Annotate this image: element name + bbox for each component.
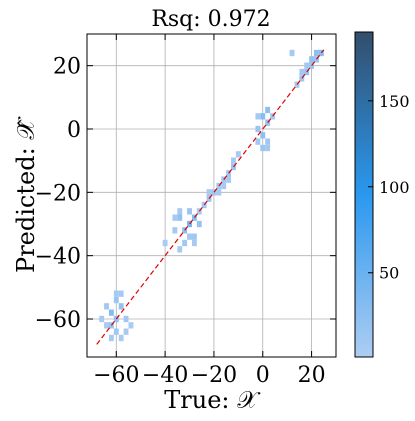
- heatmap-bin: [294, 81, 300, 88]
- x-tick-label: −40: [142, 363, 188, 388]
- heatmap-bin: [113, 315, 119, 323]
- heatmap-bin: [118, 290, 124, 297]
- y-axis-label: Predicted: 𝒳̂: [12, 116, 40, 273]
- heatmap-bin: [196, 220, 202, 228]
- heatmap-bin: [108, 309, 114, 316]
- heatmap-bin: [191, 233, 197, 240]
- heatmap-bin: [265, 106, 271, 114]
- heatmap-bin: [260, 113, 266, 120]
- heatmap-bin: [187, 233, 192, 240]
- heatmap-bin: [299, 75, 305, 82]
- heatmap-bin: [221, 182, 227, 190]
- heatmap-bins: [99, 49, 324, 342]
- heatmap-bin: [177, 214, 183, 221]
- heatmap-bin: [108, 334, 114, 342]
- heatmap-bin: [260, 132, 266, 139]
- heatmap-bin: [309, 62, 315, 69]
- heatmap-bin: [191, 239, 197, 247]
- heatmap-bin: [104, 303, 109, 310]
- reference-line: [96, 49, 325, 345]
- heatmap-bin: [113, 328, 119, 335]
- heatmap-bin: [260, 144, 266, 152]
- heatmap-bin: [182, 227, 188, 234]
- heatmap-bin: [255, 113, 261, 120]
- heatmap-bin: [265, 144, 271, 152]
- heatmap-bin: [304, 62, 310, 69]
- plot-frame: [86, 33, 337, 358]
- colorbar-ticks: 50 100 150: [368, 92, 410, 283]
- heatmap-bin: [172, 214, 178, 221]
- heatmap-bin: [216, 189, 222, 196]
- colorbar-tick-label: 100: [379, 178, 410, 197]
- heatmap-bin: [187, 208, 192, 215]
- heatmap-bin: [182, 239, 188, 247]
- heatmap-bin: [309, 56, 315, 63]
- heatmap-bin: [314, 49, 319, 57]
- heatmap-bin: [226, 176, 232, 183]
- y-tick-label: 0: [67, 118, 81, 143]
- heatmap-bin: [235, 151, 241, 158]
- heatmap-bin: [113, 290, 119, 297]
- heatmap-bin: [177, 246, 183, 253]
- heatmap-bin: [201, 201, 207, 209]
- heatmap-bin: [123, 328, 129, 335]
- colorbar-tick-label: 150: [379, 92, 410, 111]
- heatmap-bin: [123, 315, 129, 323]
- heatmap-bin: [99, 315, 105, 323]
- heatmap-bin: [172, 227, 178, 234]
- x-tick-label: 20: [298, 363, 326, 388]
- y-tick-label: −20: [35, 181, 81, 206]
- heatmap-bin: [299, 68, 305, 76]
- heatmap-bin: [265, 119, 271, 126]
- y-tick-label: −60: [35, 308, 81, 333]
- heatmap-bin: [162, 239, 168, 247]
- heatmap-bin: [289, 49, 295, 57]
- x-tick-label: 0: [256, 363, 270, 388]
- chart-title: Rsq: 0.972: [151, 7, 270, 32]
- heatmap-bin: [255, 138, 261, 145]
- heatmap-bin: [231, 157, 236, 164]
- heatmap-bin: [226, 170, 232, 177]
- x-tick-label: −60: [93, 363, 139, 388]
- heatmap-bin: [270, 113, 275, 120]
- heatmap-bin: [118, 334, 124, 342]
- heatmap-bin: [206, 189, 212, 196]
- heatmap-bin: [191, 214, 197, 221]
- heatmap-bin: [177, 208, 183, 215]
- x-tick-label: −20: [191, 363, 237, 388]
- heatmap-bin: [304, 68, 310, 76]
- heatmap-bin: [318, 49, 324, 57]
- y-tick-label: −40: [35, 245, 81, 270]
- heatmap-bin: [231, 163, 236, 171]
- heatmap-bin: [265, 138, 271, 145]
- heatmap-bin: [314, 56, 319, 63]
- heatmap-bin: [118, 303, 124, 310]
- heatmap-bin: [255, 125, 261, 133]
- x-axis-label: True: 𝒳: [164, 386, 261, 414]
- heatmap-bin: [108, 322, 114, 329]
- heatmap-bin: [211, 189, 217, 196]
- heatmap-bin: [128, 322, 134, 329]
- colorbar-tick-label: 50: [379, 264, 399, 283]
- heatmap-bin: [221, 176, 227, 183]
- heatmap-bin: [216, 182, 222, 190]
- heatmap-bin: [196, 208, 202, 215]
- heatmap-bin: [206, 195, 212, 202]
- heatmap-bin: [104, 322, 109, 329]
- heatmap-bin: [187, 220, 192, 228]
- heatmap-bin: [113, 296, 119, 304]
- colorbar: [354, 31, 374, 358]
- y-tick-label: 20: [53, 55, 81, 80]
